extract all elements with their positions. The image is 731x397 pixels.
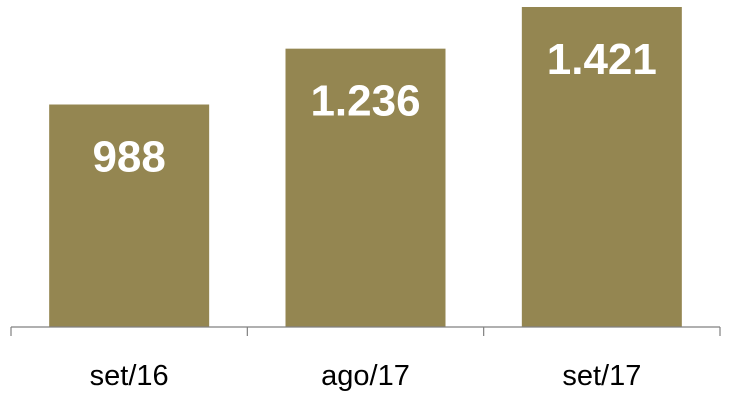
- bar-set-16: [49, 104, 210, 328]
- value-labels-group: 988 1.236 1.421: [92, 35, 656, 182]
- bar-set-17: [521, 7, 682, 327]
- x-tick-labels-group: set/16 ago/17 set/17: [90, 360, 642, 392]
- x-tick-label: set/17: [562, 360, 641, 392]
- x-axis-ticks-group: [10, 327, 721, 336]
- bar-ago-17: [285, 48, 446, 328]
- bar-value-label: 1.236: [310, 77, 420, 126]
- x-tick-label: ago/17: [321, 360, 410, 392]
- bar-value-label: 1.421: [547, 35, 657, 84]
- bars-group: [49, 7, 682, 328]
- bar-value-label: 988: [92, 133, 165, 182]
- x-tick-label: set/16: [90, 360, 169, 392]
